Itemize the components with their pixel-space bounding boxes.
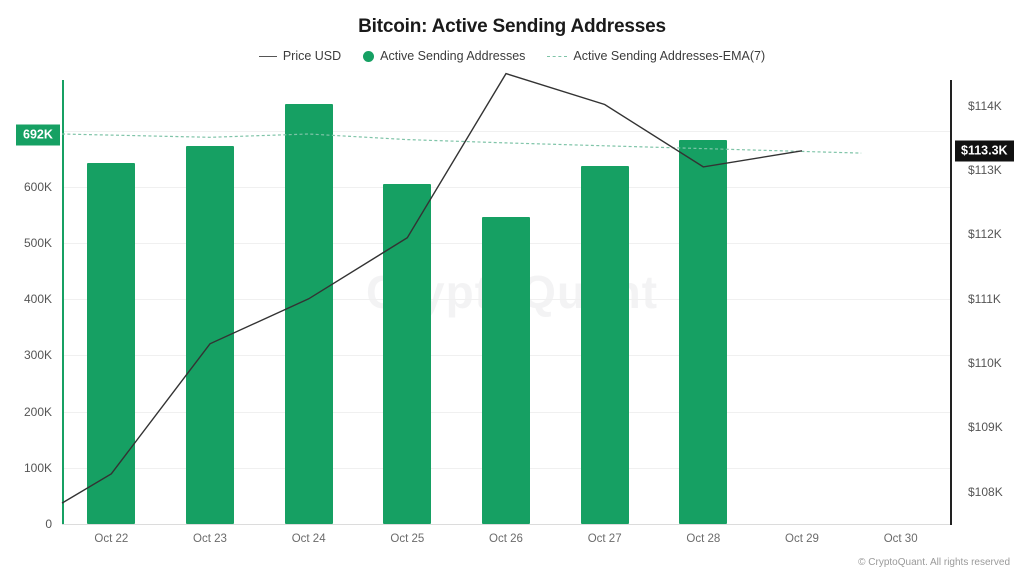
bar-oct-23[interactable] [186, 146, 234, 524]
legend-item-active-sending-addresses-ema[interactable]: Active Sending Addresses-EMA(7) [547, 49, 765, 63]
plot-area [62, 80, 950, 525]
y-axis-right-tick: $113K [968, 163, 1002, 178]
line-marker-icon [258, 55, 277, 57]
y-axis-right-tick: $111K [968, 291, 1001, 306]
y-axis-left-line [62, 80, 64, 525]
x-axis-tick: Oct 30 [883, 533, 918, 545]
y-axis-left-tick: 500K [23, 235, 52, 250]
legend-item-active-sending-addresses[interactable]: Active Sending Addresses [363, 49, 525, 63]
bar-oct-24[interactable] [284, 103, 333, 524]
bar-oct-28[interactable] [679, 140, 728, 524]
chart-title: Bitcoin: Active Sending Addresses [358, 16, 666, 37]
x-axis-tick: Oct 29 [785, 533, 819, 545]
x-axis-tick: Oct 26 [489, 533, 523, 545]
x-axis-tick: Oct 24 [291, 533, 326, 545]
x-axis-tick: Oct 27 [587, 533, 622, 545]
bar-oct-25[interactable] [383, 183, 432, 524]
y-axis-left-badge: 692K [16, 124, 60, 146]
y-axis-left-tick: 100K [23, 460, 52, 475]
bar-oct-22[interactable] [87, 163, 136, 524]
y-axis-right-tick: $110K [968, 356, 1002, 371]
y-axis-right-line [950, 80, 952, 525]
dashed-line-marker-icon [547, 55, 568, 57]
x-axis-tick: Oct 23 [193, 533, 227, 545]
y-axis-left-tick: 300K [23, 348, 52, 363]
x-axis-tick: Oct 28 [686, 533, 721, 545]
bar-oct-26[interactable] [482, 216, 530, 524]
y-axis-right-tick: $112K [968, 227, 1002, 242]
legend-item-price-usd[interactable]: Price USD [258, 49, 342, 63]
y-axis-left-tick: 200K [23, 404, 52, 419]
y-axis-left-tick: 400K [23, 292, 52, 307]
y-axis-left-labels: 0100K200K300K400K500K600K700K [0, 0, 62, 576]
y-axis-right-labels: $108K $109K $110K $111K $112K $113K $114K [958, 0, 1024, 576]
bar-oct-27[interactable] [580, 165, 629, 524]
y-axis-left-tick: 0 [45, 517, 52, 531]
y-axis-right-badge: $113.3K [955, 140, 1014, 162]
y-axis-left-tick: 600K [23, 179, 52, 194]
chart-legend: Price USD Active Sending Addresses Activ… [0, 49, 1024, 63]
y-axis-right-tick: $109K [968, 420, 1003, 435]
gridline [62, 130, 950, 132]
legend-label-active-sending-addresses: Active Sending Addresses [380, 49, 526, 63]
y-axis-right-tick: $114K [968, 98, 1002, 113]
dot-marker-icon [363, 50, 375, 62]
legend-label-active-sending-addresses-ema: Active Sending Addresses-EMA(7) [573, 49, 766, 63]
legend-label-price-usd: Price USD [282, 49, 342, 63]
y-axis-right-tick: $108K [968, 484, 1003, 499]
x-axis-tick: Oct 22 [94, 533, 129, 545]
x-axis-line [62, 524, 950, 525]
footer-copyright: © CryptoQuant. All rights reserved [858, 557, 1010, 568]
x-axis-tick: Oct 25 [390, 533, 425, 545]
